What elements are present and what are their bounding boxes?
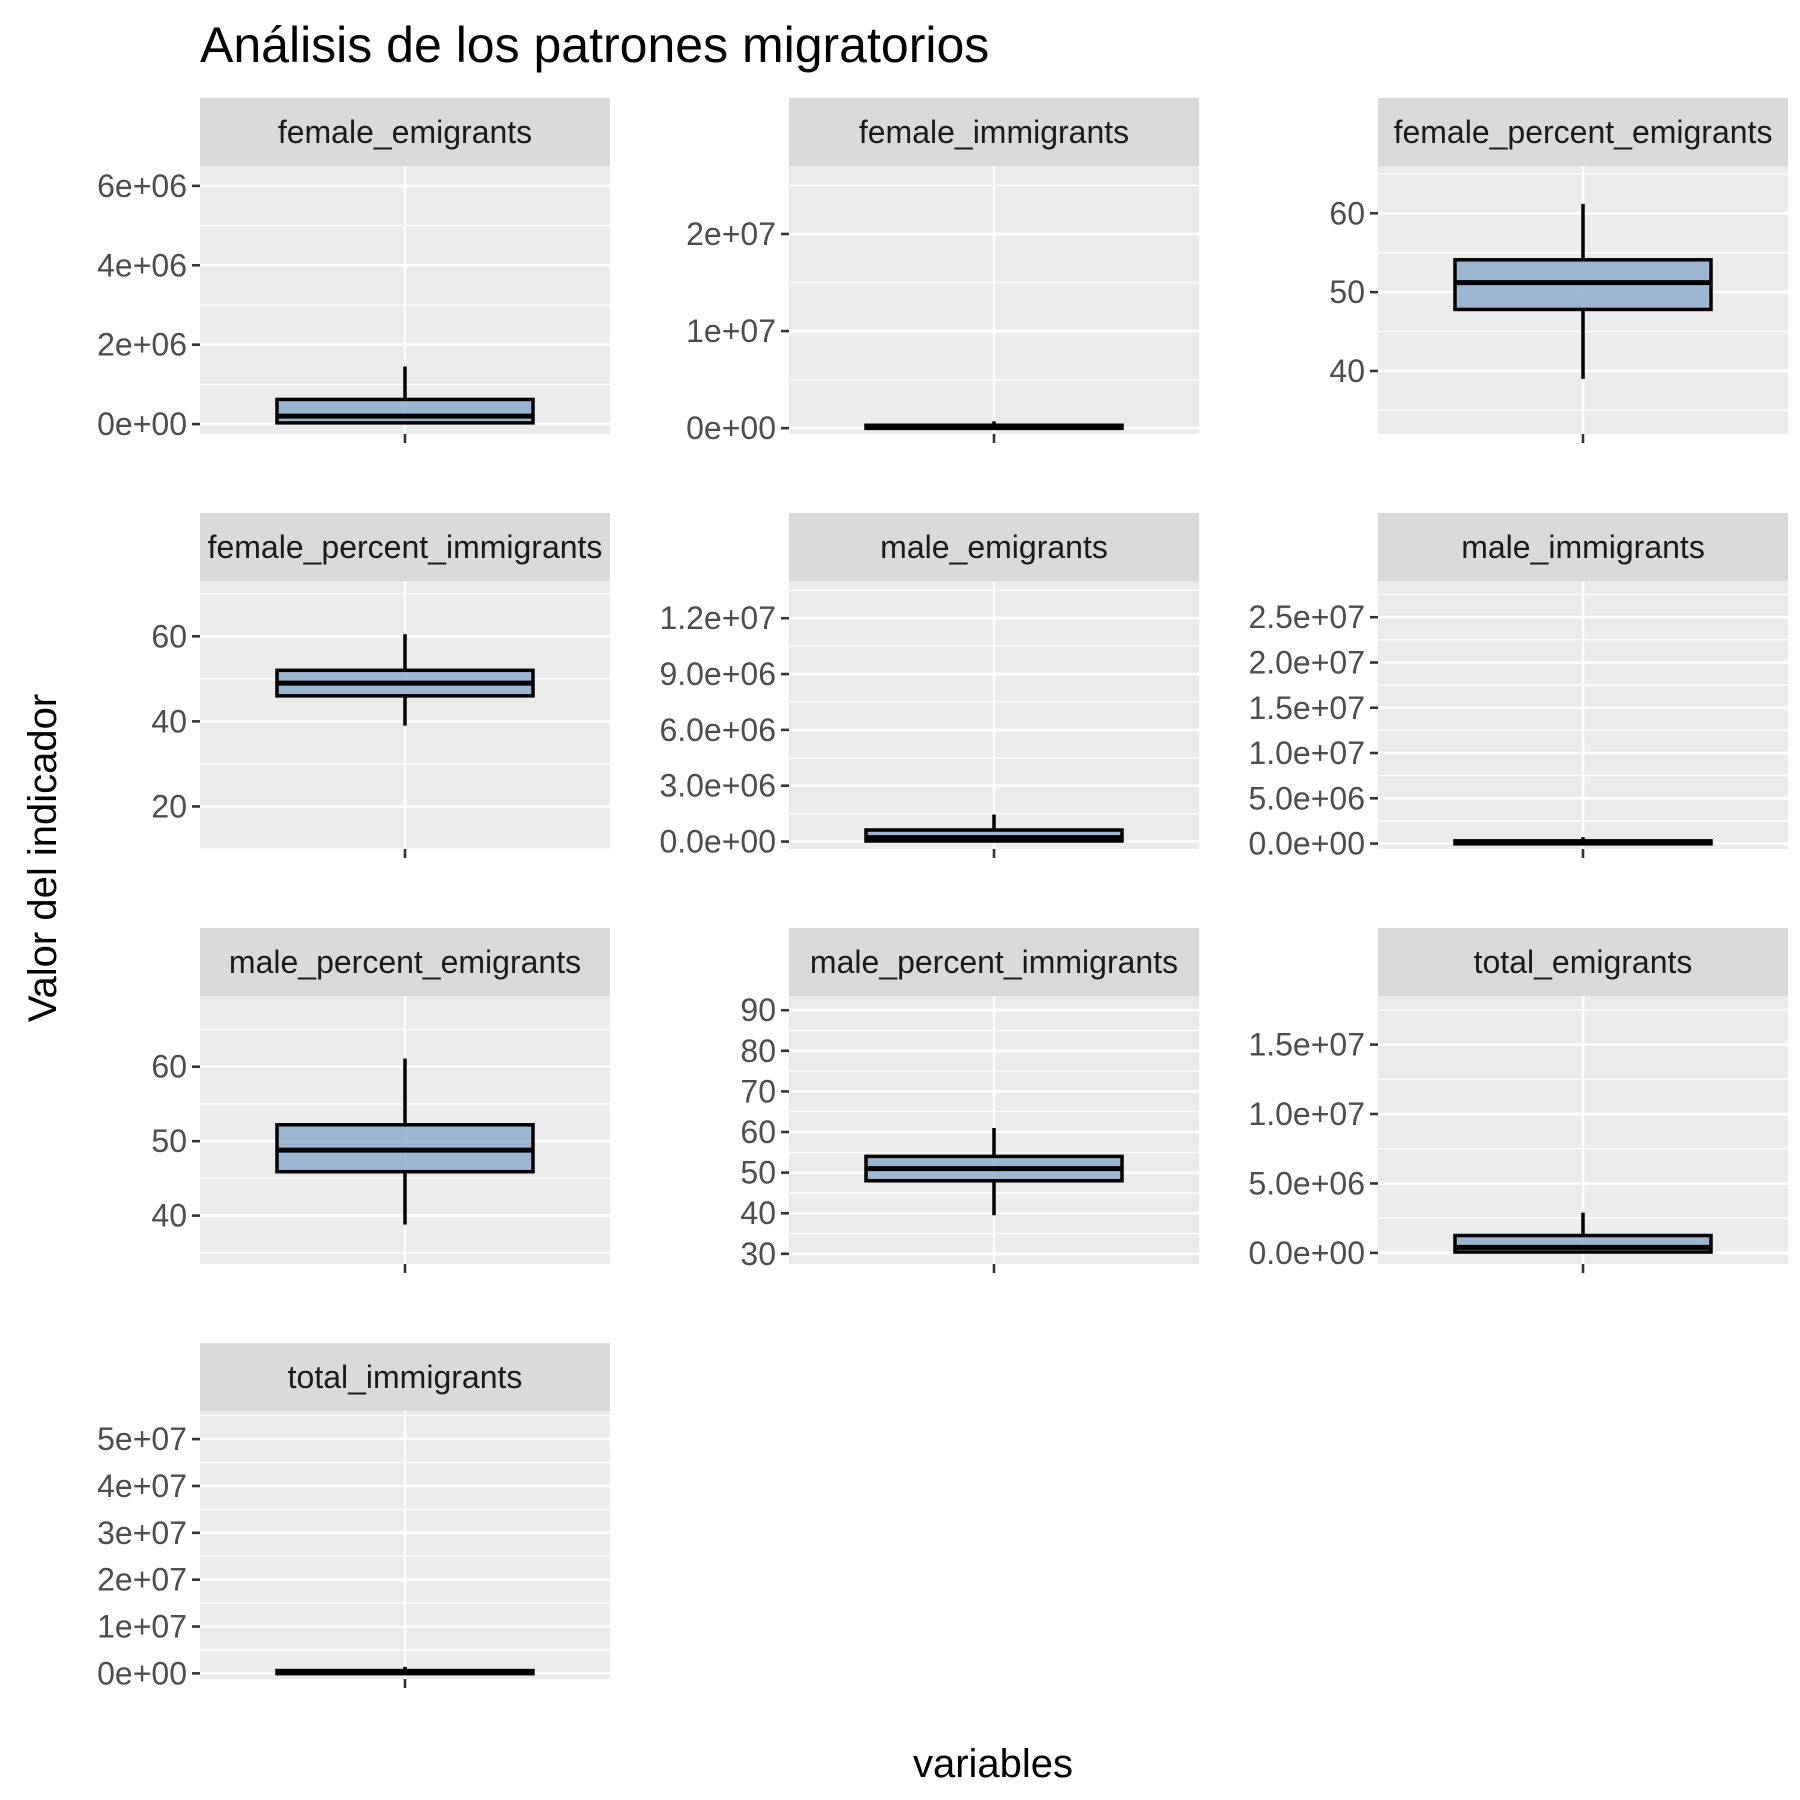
y-tick-label: 1.2e+07 [659,600,776,636]
facet-strip-label: male_percent_immigrants [810,944,1178,980]
facet-panel: female_percent_immigrants 20 40 60 [151,513,610,858]
y-tick-label: 5e+07 [97,1421,187,1457]
facet-strip-label: total_emigrants [1474,944,1693,980]
y-tick-label: 6.0e+06 [659,712,776,748]
y-axis-title: Valor del indicador [21,694,65,1022]
y-tick-label: 2e+06 [97,327,187,363]
facet-panel: female_percent_emigrants 40 50 60 [1329,98,1788,443]
y-tick-label: 60 [151,1049,187,1085]
y-tick-label: 3.0e+06 [659,768,776,804]
y-tick-label: 0e+00 [686,410,776,446]
facet-panel: total_immigrants 0e+00 1e+07 2e+07 3e+07 4e+0… [97,1343,610,1691]
facet-strip-label: total_immigrants [288,1359,523,1395]
y-tick-label: 4e+07 [97,1468,187,1504]
facet-strip-label: male_emigrants [880,529,1108,565]
y-tick-label: 6e+06 [97,168,187,204]
facet-strip [789,928,1199,996]
y-tick-label: 0.0e+00 [1248,1235,1365,1271]
y-tick-label: 5.0e+06 [1248,1165,1365,1201]
facet-panel: male_emigrants 0.0e+00 3.0e+06 6.0e+06 9.0e+… [659,513,1199,860]
facet-panel: male_immigrants 0.0e+00 5.0e+06 1.0e+07 1.5e… [1248,513,1788,862]
chart-title: Análisis de los patrones migratorios [200,17,989,73]
facet-panel: male_percent_emigrants 40 50 60 [151,928,610,1273]
y-tick-label: 4e+06 [97,247,187,283]
facet-strip [789,98,1199,166]
y-tick-label: 9.0e+06 [659,656,776,692]
y-tick-label: 60 [1329,195,1365,231]
facet-panels: female_emigrants0e+002e+064e+066e+06fema… [97,98,1788,1691]
y-tick-label: 1.0e+07 [1248,735,1365,771]
facet-strip-label: female_percent_immigrants [208,529,603,565]
y-tick-label: 40 [1329,353,1365,389]
facet-strip [200,98,610,166]
facet-strip-label: male_percent_emigrants [229,944,581,980]
y-tick-label: 30 [740,1236,776,1272]
y-tick-label: 1.0e+07 [1248,1096,1365,1132]
box-iqr [275,397,535,425]
y-tick-label: 2.0e+07 [1248,644,1365,680]
y-tick-label: 60 [740,1114,776,1150]
facet-strip-label: female_percent_emigrants [1394,114,1773,150]
facet-strip [200,1343,610,1411]
y-tick-label: 90 [740,992,776,1028]
facet-strip [200,513,610,581]
y-tick-label: 50 [151,1123,187,1159]
y-tick-label: 50 [1329,274,1365,310]
y-tick-label: 1.5e+07 [1248,690,1365,726]
y-tick-label: 70 [740,1073,776,1109]
facet-panel: female_emigrants 0e+00 2e+06 4e+06 6e+06 [97,98,610,443]
facet-strip [1378,98,1788,166]
x-axis-title: variables [913,1742,1073,1786]
y-tick-label: 2e+07 [686,216,776,252]
facet-strip-label: male_immigrants [1461,529,1705,565]
y-tick-label: 0.0e+00 [1248,826,1365,862]
y-tick-label: 2.5e+07 [1248,599,1365,635]
y-tick-label: 2e+07 [97,1562,187,1598]
facet-panel: female_immigrants 0e+00 1e+07 2e+07 [686,98,1199,446]
y-tick-label: 5.0e+06 [1248,780,1365,816]
y-tick-label: 0e+00 [97,406,187,442]
facet-strip-label: female_immigrants [859,114,1129,150]
y-tick-label: 40 [151,703,187,739]
facet-panel: total_emigrants 0.0e+00 5.0e+06 1.0e+07 1.5e… [1248,928,1788,1273]
facet-panel: male_percent_immigrants 30 40 50 60 70 80 90 [740,928,1199,1273]
y-tick-label: 1e+07 [97,1609,187,1645]
y-tick-label: 20 [151,788,187,824]
y-tick-label: 80 [740,1033,776,1069]
y-tick-label: 40 [151,1198,187,1234]
facet-strip [1378,928,1788,996]
facet-strip [1378,513,1788,581]
y-tick-label: 60 [151,618,187,654]
y-tick-label: 40 [740,1195,776,1231]
y-tick-label: 50 [740,1155,776,1191]
y-tick-label: 1e+07 [686,313,776,349]
y-tick-label: 1.5e+07 [1248,1027,1365,1063]
y-tick-label: 0e+00 [97,1655,187,1691]
facet-strip [789,513,1199,581]
facet-strip-label: female_emigrants [278,114,532,150]
facet-strip [200,928,610,996]
y-tick-label: 0.0e+00 [659,824,776,860]
y-tick-label: 3e+07 [97,1515,187,1551]
